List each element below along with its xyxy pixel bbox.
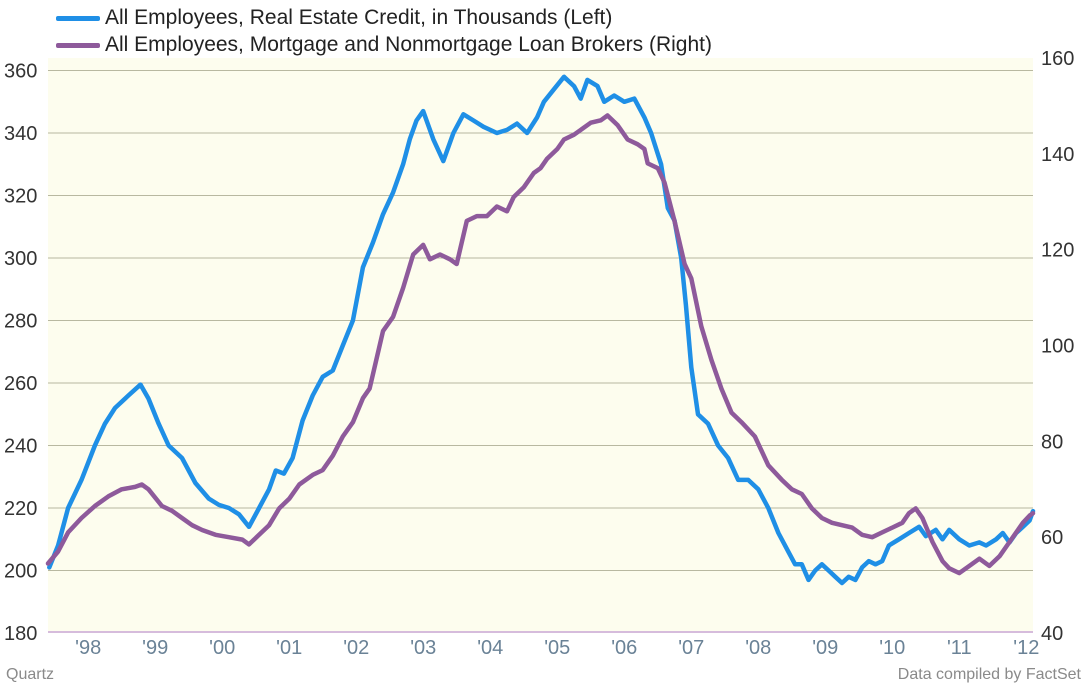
legend-swatch-loan-brokers <box>56 43 100 48</box>
source-credit-right: Data compiled by FactSet <box>897 666 1081 683</box>
legend-swatch-real-estate-credit <box>56 16 100 21</box>
left-tick-label: 220 <box>4 498 37 520</box>
left-tick-label: 280 <box>4 311 37 333</box>
plot-area <box>48 58 1033 633</box>
x-tick-label: '11 <box>947 637 972 659</box>
x-tick-label: '98 <box>75 637 101 659</box>
right-tick-label: 80 <box>1041 431 1063 453</box>
left-tick-label: 340 <box>4 123 37 145</box>
right-tick-label: 160 <box>1041 48 1074 70</box>
x-axis: '98 '99 '00 '01 '02 '03 '04 '05 '06 '07 '08 '09 '10 '… <box>75 637 1039 659</box>
left-tick-label: 320 <box>4 186 37 208</box>
right-tick-label: 100 <box>1041 336 1074 358</box>
x-tick-label: '03 <box>410 637 436 659</box>
x-tick-label: '08 <box>745 637 771 659</box>
right-axis: 40 60 80 100 120 140 160 <box>1041 48 1074 645</box>
x-tick-label: '10 <box>879 637 905 659</box>
left-axis: 180 200 220 240 260 280 300 320 340 360 <box>4 61 37 646</box>
series-line-loan-brokers <box>45 113 1036 576</box>
left-tick-label: 200 <box>4 561 37 583</box>
x-tick-label: '02 <box>343 637 369 659</box>
x-tick-label: '99 <box>142 637 168 659</box>
x-tick-label: '05 <box>544 637 570 659</box>
x-tick-label: '00 <box>209 637 235 659</box>
right-tick-label: 140 <box>1041 144 1074 166</box>
x-tick-label: '01 <box>276 637 302 659</box>
legend-label-loan-brokers: All Employees, Mortgage and Nonmortgage … <box>105 33 712 56</box>
left-tick-label: 300 <box>4 248 37 270</box>
series-lines <box>45 74 1036 586</box>
source-credit-left: Quartz <box>6 666 55 683</box>
gridlines <box>48 70 1033 571</box>
right-tick-label: 60 <box>1041 527 1063 549</box>
left-tick-label: 180 <box>4 623 37 645</box>
left-tick-label: 240 <box>4 436 37 458</box>
x-tick-label: '09 <box>812 637 838 659</box>
x-tick-label: '07 <box>678 637 704 659</box>
x-tick-label: '06 <box>611 637 637 659</box>
left-tick-label: 360 <box>4 61 37 83</box>
right-tick-label: 40 <box>1041 623 1063 645</box>
series-line-real-estate-credit <box>47 74 1036 586</box>
right-tick-label: 120 <box>1041 240 1074 262</box>
left-tick-label: 260 <box>4 373 37 395</box>
x-tick-label: '12 <box>1013 637 1039 659</box>
legend-label-real-estate-credit: All Employees, Real Estate Credit, in Th… <box>105 6 613 29</box>
x-tick-label: '04 <box>477 637 503 659</box>
